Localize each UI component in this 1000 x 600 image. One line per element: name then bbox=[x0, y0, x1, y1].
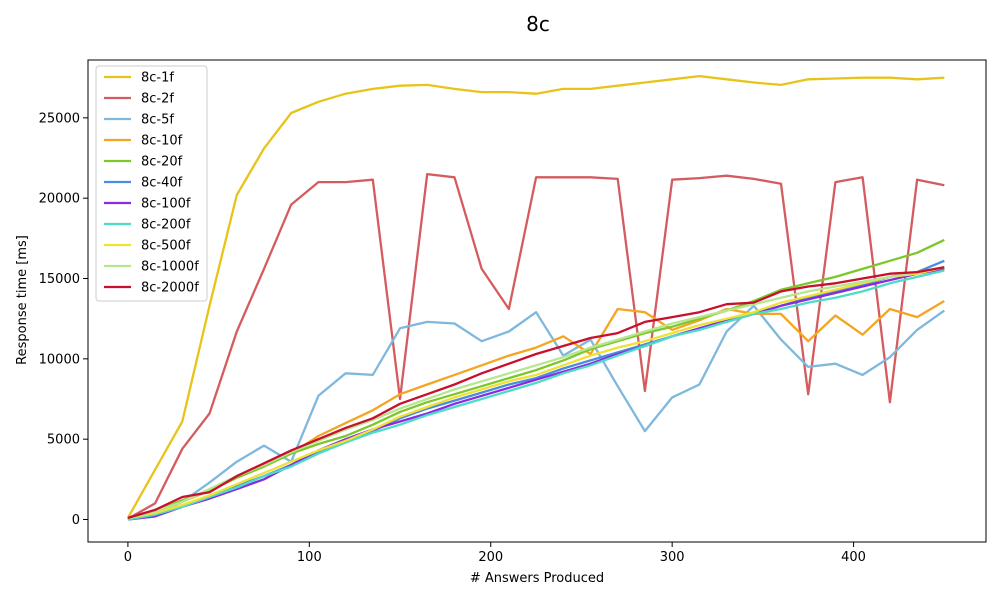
x-tick-label: 300 bbox=[660, 550, 685, 565]
y-tick-label: 15000 bbox=[39, 272, 80, 287]
x-tick-label: 200 bbox=[478, 550, 503, 565]
y-tick-label: 20000 bbox=[39, 192, 80, 207]
legend-label: 8c-40f bbox=[141, 176, 183, 191]
y-tick-label: 10000 bbox=[39, 352, 80, 367]
y-axis: 0 5000 10000 15000 20000 25000 bbox=[39, 111, 88, 528]
legend-label: 8c-10f bbox=[141, 134, 183, 149]
y-tick-label: 25000 bbox=[39, 111, 80, 126]
chart-title: 8c bbox=[526, 12, 550, 36]
series-line-8c-100f bbox=[127, 267, 945, 521]
x-axis-title: # Answers Produced bbox=[470, 571, 604, 586]
series-line-8c-500f bbox=[127, 266, 945, 520]
x-tick-label: 400 bbox=[841, 550, 866, 565]
legend: 8c-1f 8c-2f 8c-5f 8c-10f 8c-20f 8c-40f 8c-100f… bbox=[95, 65, 208, 302]
series-line-8c-2f bbox=[127, 172, 945, 520]
legend-label: 8c-20f bbox=[141, 155, 183, 170]
plot-frame bbox=[87, 59, 987, 543]
x-axis: 0 100 200 300 400 bbox=[124, 542, 866, 565]
series-line-8c-2000f bbox=[127, 266, 945, 520]
legend-label: 8c-2000f bbox=[141, 281, 199, 296]
legend-label: 8c-1000f bbox=[141, 260, 199, 275]
series-line-8c-1000f bbox=[127, 266, 945, 520]
legend-label: 8c-100f bbox=[141, 197, 191, 212]
legend-label: 8c-2f bbox=[141, 92, 174, 107]
series-line-8c-1f bbox=[126, 74, 945, 519]
series-line-8c-20f bbox=[127, 238, 945, 520]
x-tick-label: 0 bbox=[124, 550, 132, 565]
y-tick-label: 5000 bbox=[47, 433, 80, 448]
y-tick-label: 0 bbox=[72, 513, 80, 528]
series-line-8c-5f bbox=[127, 304, 945, 520]
legend-label: 8c-500f bbox=[141, 239, 191, 254]
legend-label: 8c-5f bbox=[141, 113, 174, 128]
legend-label: 8c-1f bbox=[141, 71, 174, 86]
x-tick-label: 100 bbox=[297, 550, 322, 565]
legend-box bbox=[95, 65, 208, 302]
legend-label: 8c-200f bbox=[141, 218, 191, 233]
y-axis-title: Response time [ms] bbox=[15, 235, 30, 365]
plot-lines bbox=[126, 74, 945, 521]
series-line-8c-200f bbox=[127, 269, 945, 521]
